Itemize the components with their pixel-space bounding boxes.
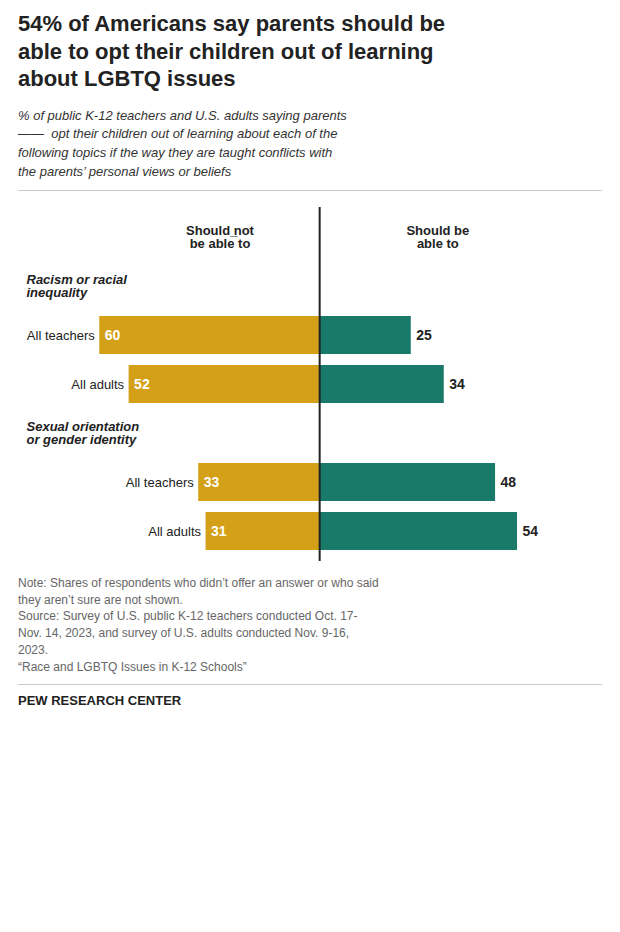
svg-text:31: 31 (211, 523, 227, 539)
svg-text:Racism or racialinequality: Racism or racialinequality (27, 272, 128, 300)
html-text:PEW RESEARCH CENTER: PEW RESEARCH CENTER (18, 692, 182, 708)
svg-text:54: 54 (523, 523, 539, 539)
svg-text:34: 34 (449, 376, 465, 392)
svg-text:25: 25 (416, 327, 432, 343)
svg-text:48: 48 (501, 474, 517, 490)
html-text:54% of Americans say parents s: 54% of Americans say parents should be a… (18, 11, 446, 91)
svg-text:60: 60 (105, 327, 121, 343)
svg-text:33: 33 (204, 474, 220, 490)
svg-text:All teachers: All teachers (27, 328, 95, 343)
svg-text:All teachers: All teachers (126, 475, 194, 490)
svg-text:Should beable to: Should beable to (406, 223, 469, 251)
svg-text:All adults: All adults (71, 377, 124, 392)
svg-text:Should ̲notbe able to: Should ̲notbe able to (186, 223, 255, 251)
html-text:% of public K-12 teachers and: % of public K-12 teachers and U.S. adult… (18, 107, 347, 179)
html-text:Note: Shares of respondents wh: Note: Shares of respondents who didn’t o… (18, 575, 379, 674)
svg-text:Sexual orientationor gender id: Sexual orientationor gender identity (27, 419, 140, 447)
svg-text:52: 52 (134, 376, 150, 392)
svg-text:All adults: All adults (148, 524, 201, 539)
